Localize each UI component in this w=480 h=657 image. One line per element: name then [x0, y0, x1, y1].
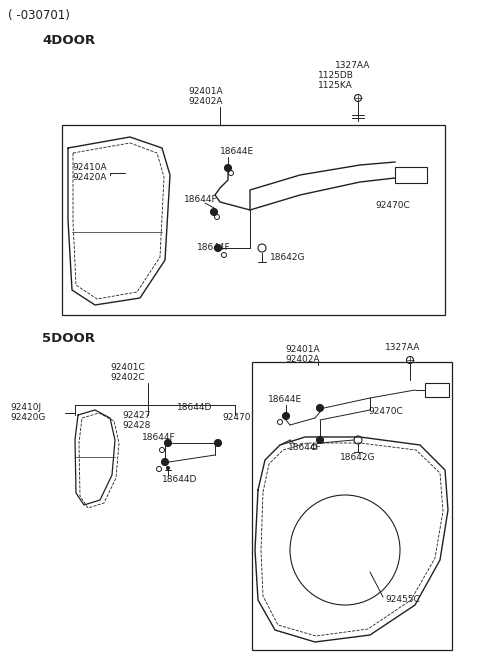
Text: 92402A: 92402A — [285, 355, 320, 365]
Text: 18642G: 18642G — [270, 254, 305, 263]
FancyBboxPatch shape — [425, 383, 449, 397]
Text: 92455C: 92455C — [385, 595, 420, 604]
Text: 18644D: 18644D — [162, 476, 197, 484]
Circle shape — [283, 413, 289, 420]
Text: 18644E: 18644E — [220, 148, 254, 156]
Circle shape — [165, 440, 171, 447]
Text: 1327AA: 1327AA — [385, 344, 420, 353]
Text: 1327AA: 1327AA — [335, 60, 371, 70]
Text: 92420A: 92420A — [72, 173, 107, 183]
Text: 18644F: 18644F — [184, 196, 217, 204]
Circle shape — [211, 208, 217, 215]
Text: 92420G: 92420G — [10, 413, 46, 422]
Text: 18642G: 18642G — [340, 453, 375, 463]
Circle shape — [167, 466, 169, 470]
Text: ( -030701): ( -030701) — [8, 9, 70, 22]
Text: 92410J: 92410J — [10, 403, 41, 413]
Text: 18644F: 18644F — [142, 434, 176, 443]
Text: 5DOOR: 5DOOR — [42, 332, 95, 344]
Text: 92402A: 92402A — [188, 97, 223, 106]
Text: 92410A: 92410A — [72, 164, 107, 173]
Text: 18644F: 18644F — [288, 443, 322, 453]
Text: 92402C: 92402C — [110, 373, 144, 382]
Text: 92470: 92470 — [222, 413, 251, 422]
Text: 92427: 92427 — [122, 411, 150, 420]
Circle shape — [215, 440, 221, 447]
Circle shape — [316, 405, 324, 411]
Bar — [252, 362, 452, 650]
Circle shape — [215, 244, 221, 252]
Text: 92401A: 92401A — [285, 346, 320, 355]
Text: 1125DB: 1125DB — [318, 72, 354, 81]
Text: 18644F: 18644F — [197, 244, 230, 252]
Text: 92401A: 92401A — [188, 87, 223, 97]
Text: 92401C: 92401C — [110, 363, 145, 373]
FancyBboxPatch shape — [395, 167, 427, 183]
Text: 92428: 92428 — [122, 420, 150, 430]
Circle shape — [316, 436, 324, 443]
Text: 92470C: 92470C — [368, 407, 403, 417]
Text: 1125KA: 1125KA — [318, 81, 353, 91]
Circle shape — [161, 459, 168, 466]
Text: 18644D: 18644D — [177, 403, 212, 413]
Text: 92470C: 92470C — [375, 200, 410, 210]
Text: 4DOOR: 4DOOR — [42, 34, 95, 47]
Text: 18644E: 18644E — [268, 396, 302, 405]
Bar — [62, 125, 445, 315]
Circle shape — [225, 164, 231, 171]
